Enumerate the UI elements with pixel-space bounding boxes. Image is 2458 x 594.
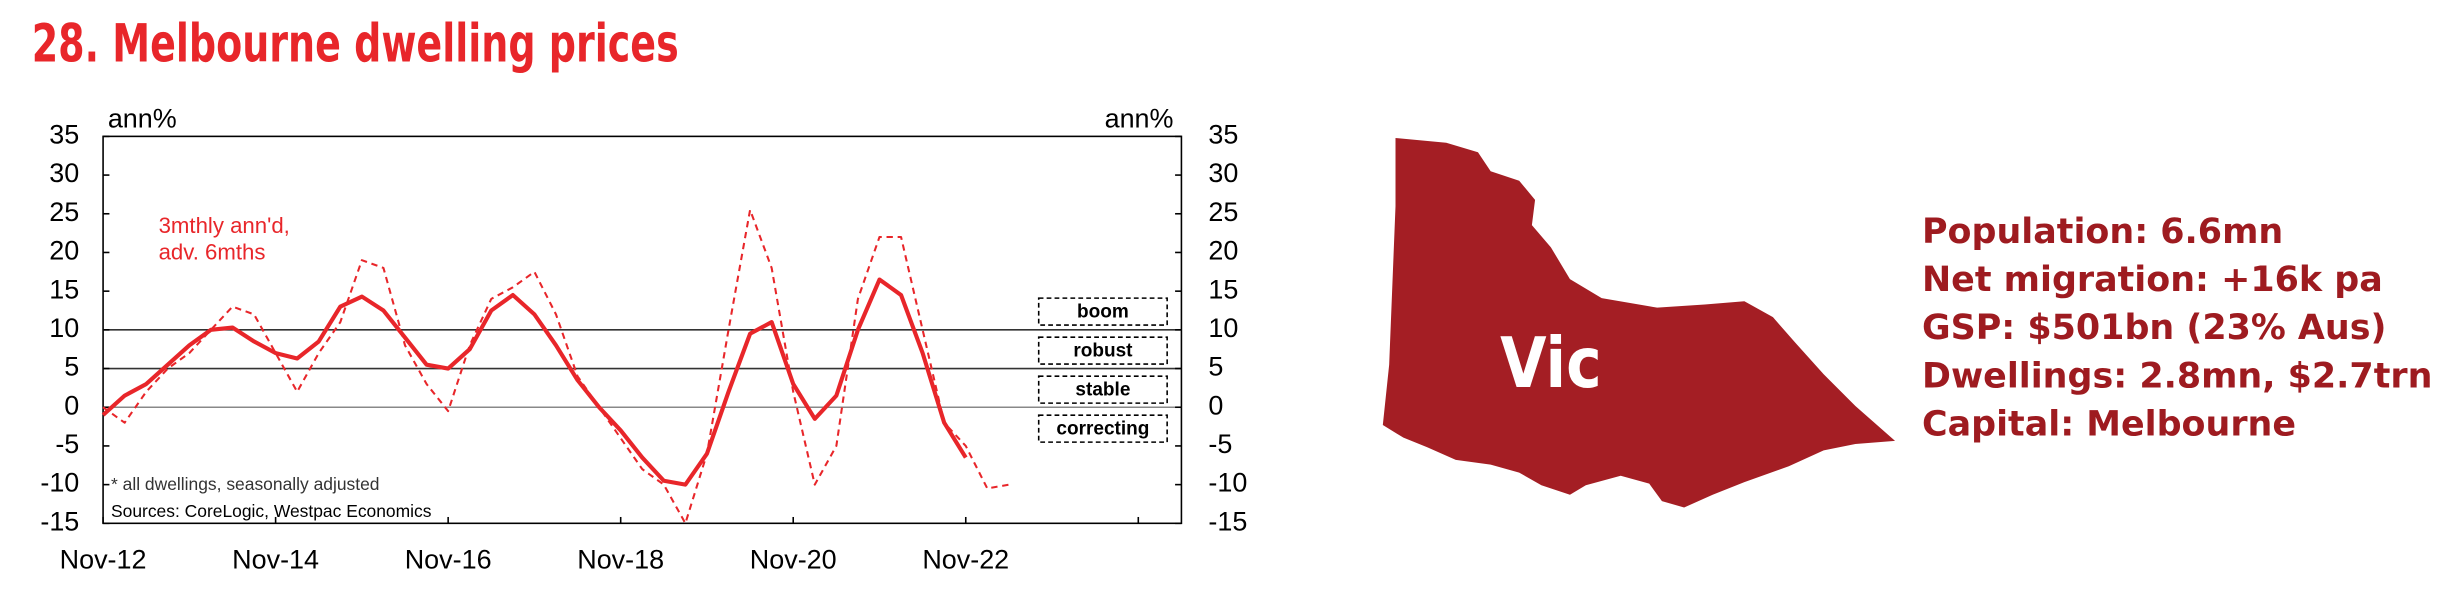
facts: Population: 6.6mn Net migration: +16k pa G… — [1922, 212, 2432, 444]
y-tick-label: 5 — [64, 352, 79, 382]
y-tick-label: 0 — [64, 390, 79, 420]
x-tick-label: Nov-14 — [232, 545, 319, 575]
chart-title: 28. Melbourne dwelling prices — [32, 14, 679, 75]
zone-box — [1037, 375, 1168, 404]
y2-tick-label: 30 — [1208, 158, 1238, 188]
zone-box — [1037, 297, 1168, 326]
fact: Capital: Melbourne — [1922, 404, 2296, 444]
y2-tick-label: 25 — [1208, 197, 1238, 227]
fact: Dwellings: 2.8mn, $2.7trn — [1922, 356, 2432, 396]
series-line — [102, 208, 1010, 525]
y2-tick-label: 35 — [1208, 120, 1238, 150]
y2-tick-label: 5 — [1208, 352, 1223, 382]
y-tick-label: 25 — [49, 197, 79, 227]
zone-label: correcting — [1056, 418, 1149, 439]
x-tick-label: Nov-16 — [405, 545, 492, 575]
y-tick-label: 35 — [49, 120, 79, 150]
zone-box — [1037, 336, 1168, 365]
vic-map — [1382, 137, 1896, 508]
footnote: * all dwellings, seasonally adjusted — [111, 474, 380, 494]
y-tick-label: -15 — [40, 506, 79, 536]
fact: Population: 6.6mn — [1922, 212, 2283, 252]
y2-tick-label: 10 — [1208, 313, 1238, 343]
series-line — [101, 277, 968, 487]
zone-label: stable — [1075, 379, 1130, 400]
x-tick-label: Nov-20 — [750, 545, 837, 575]
zone-label: robust — [1073, 340, 1133, 361]
y-tick-label: -5 — [55, 429, 79, 459]
source: Sources: CoreLogic, Westpac Economics — [111, 501, 432, 521]
fact: Net migration: +16k pa — [1922, 260, 2383, 300]
y2-tick-label: 0 — [1208, 390, 1223, 420]
y-tick-label: 20 — [49, 236, 79, 266]
zone-label: boom — [1077, 301, 1129, 322]
y2-axis-label: ann% — [1105, 104, 1174, 134]
y-tick-label: -10 — [40, 468, 79, 498]
y2-tick-label: 15 — [1208, 274, 1238, 304]
series-annotation: 3mthly ann'd, adv. 6mths — [159, 213, 290, 265]
y-tick-label: 10 — [49, 313, 79, 343]
x-tick-label: Nov-18 — [577, 545, 664, 575]
y2-tick-label: 20 — [1208, 236, 1238, 266]
y-tick-label: 15 — [49, 274, 79, 304]
y2-tick-label: -5 — [1208, 429, 1232, 459]
x-tick-label: Nov-22 — [922, 545, 1009, 575]
map-label: Vic — [1500, 323, 1601, 404]
y2-tick-label: -15 — [1208, 506, 1247, 536]
y-tick-label: 30 — [49, 158, 79, 188]
y2-tick-label: -10 — [1208, 468, 1247, 498]
y-axis-label: ann% — [108, 104, 177, 134]
fact: GSP: $501bn (23% Aus) — [1922, 308, 2386, 348]
zone-box — [1037, 414, 1168, 443]
x-tick-label: Nov-12 — [60, 545, 147, 575]
